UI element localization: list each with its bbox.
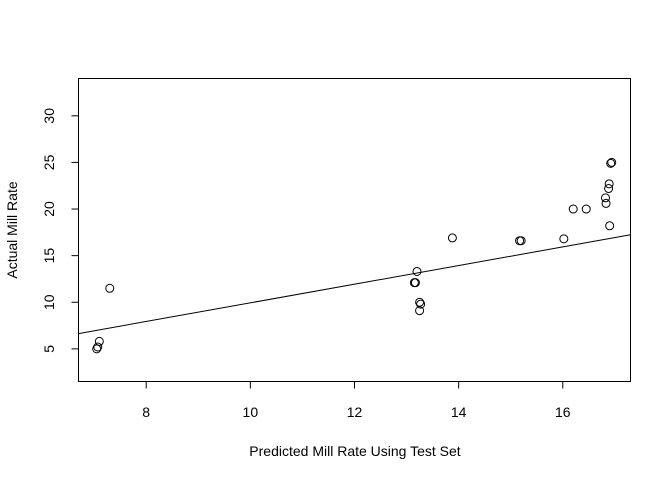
x-tick-label: 8: [142, 404, 150, 420]
data-point: [415, 306, 425, 316]
data-point: [581, 204, 591, 214]
data-point: [604, 179, 614, 189]
y-tick-label: 5: [41, 345, 57, 353]
data-points: [92, 157, 617, 354]
y-axis: 5 10 15 20 25 30: [41, 108, 79, 353]
data-point: [94, 336, 104, 346]
x-axis-label: Predicted Mill Rate Using Test Set: [249, 443, 460, 459]
data-point: [105, 283, 115, 293]
x-axis: 8 10 12 14 16: [142, 381, 571, 420]
data-point: [447, 233, 457, 243]
data-point: [410, 278, 420, 288]
x-tick-label: 14: [451, 404, 467, 420]
x-tick-label: 16: [555, 404, 571, 420]
data-point: [93, 342, 103, 352]
data-point: [412, 266, 422, 276]
regression-line: [78, 234, 631, 335]
x-tick-label: 12: [347, 404, 363, 420]
y-axis-label: Actual Mill Rate: [4, 181, 20, 278]
y-tick-label: 20: [41, 201, 57, 217]
y-tick-label: 15: [41, 248, 57, 264]
data-point: [604, 184, 614, 194]
data-point: [568, 204, 578, 214]
y-tick-label: 30: [41, 108, 57, 124]
x-tick-label: 10: [243, 404, 259, 420]
data-point: [559, 234, 569, 244]
data-point: [416, 299, 426, 309]
y-tick-label: 10: [41, 294, 57, 310]
y-tick-label: 25: [41, 154, 57, 170]
data-point: [601, 198, 611, 208]
data-point: [607, 157, 617, 167]
data-point: [601, 193, 611, 203]
plot-frame: [78, 78, 631, 382]
data-point: [605, 221, 615, 231]
data-point: [606, 158, 616, 168]
data-point: [516, 236, 526, 246]
